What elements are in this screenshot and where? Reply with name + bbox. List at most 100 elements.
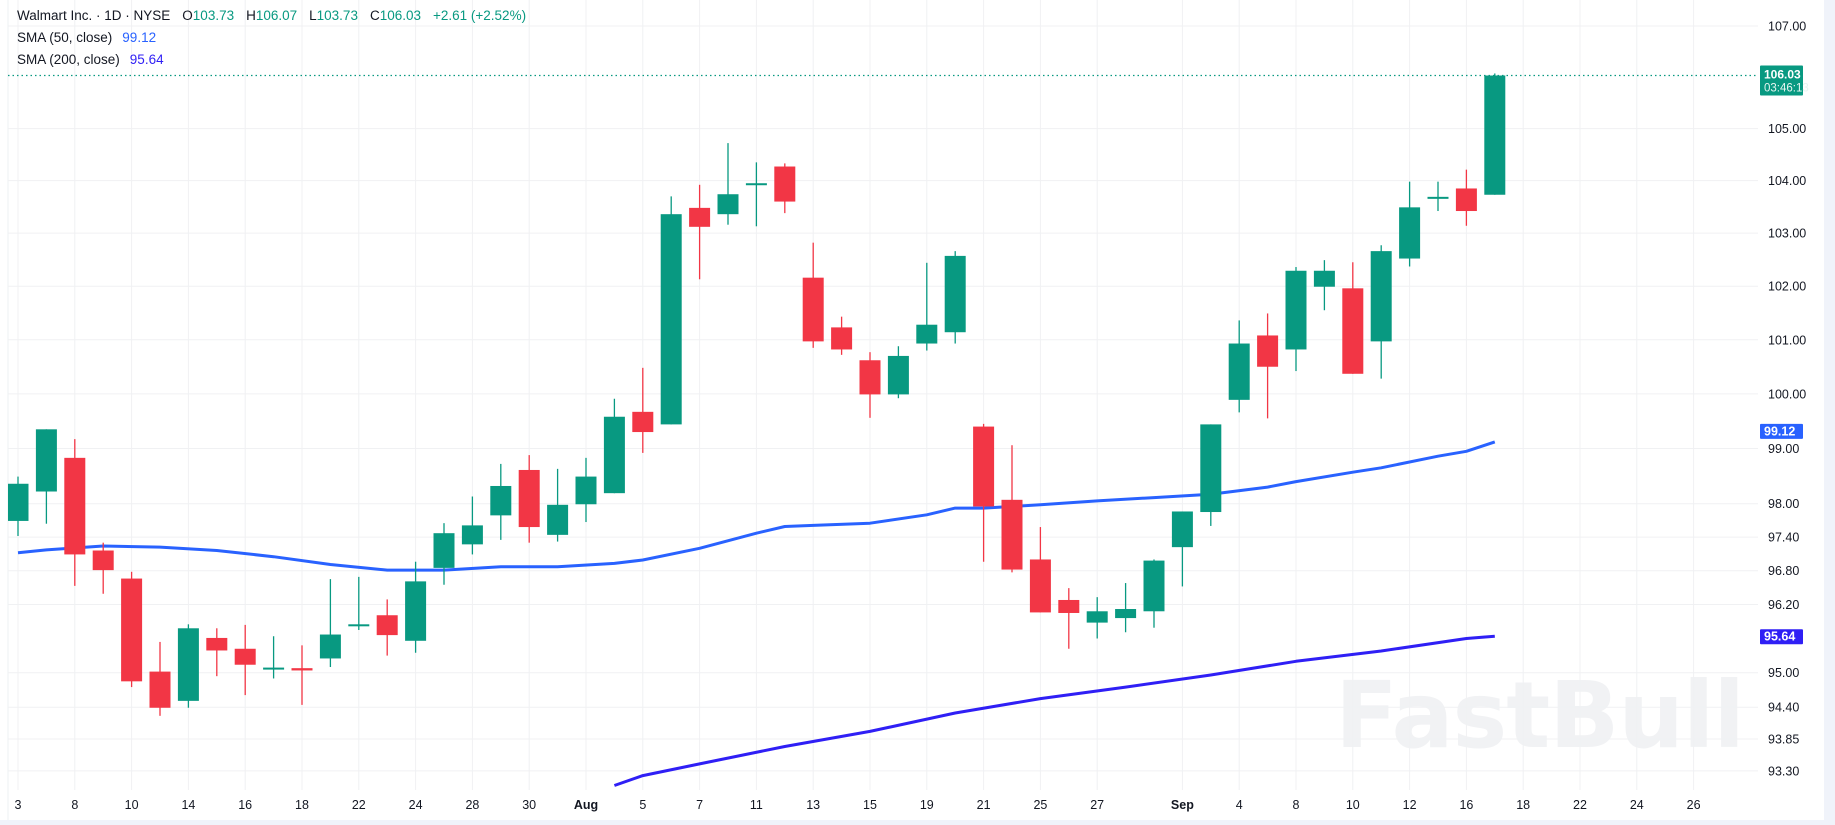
candle-body <box>348 624 370 627</box>
candle-body <box>92 550 114 571</box>
candle-jul-31 <box>547 468 569 542</box>
candle-body <box>177 628 199 701</box>
candle-sep-2 <box>1171 511 1193 587</box>
open-value: 103.73 <box>192 8 235 23</box>
x-tick-label: 11 <box>750 798 763 812</box>
candle-aug-21 <box>973 423 995 562</box>
candle-body <box>1086 611 1108 623</box>
candle-jul-10 <box>121 571 143 688</box>
candle-jul-18 <box>291 645 313 705</box>
candle-jul-30 <box>518 455 540 543</box>
candle-aug-14 <box>831 316 853 355</box>
candle-body <box>149 671 171 708</box>
x-tick-label: 8 <box>1293 798 1300 812</box>
x-tick-label: 10 <box>1346 798 1360 812</box>
candle-body <box>490 485 512 516</box>
candle-jul-15 <box>206 628 228 677</box>
y-tick-label: 94.40 <box>1768 701 1799 715</box>
x-tick-label: 8 <box>71 798 78 812</box>
x-tick-label: 27 <box>1090 798 1104 812</box>
x-tick-label: 3 <box>15 798 22 812</box>
sma50-label: SMA (50, close) <box>17 30 113 45</box>
candle-jul-25 <box>433 523 455 585</box>
time-axis[interactable]: 3 8 10 14 16 18 22 24 28 30 Aug 5 7 11 13 15 19 21 25 27 Sep… <box>15 798 1701 812</box>
x-tick-label: 4 <box>1236 798 1243 812</box>
candle-jul-24 <box>405 561 427 653</box>
candle-body <box>1427 196 1449 199</box>
candle-body <box>376 615 398 636</box>
candle-jul-22 <box>348 576 370 630</box>
candle-body <box>1370 251 1392 342</box>
x-tick-label: 16 <box>1459 798 1473 812</box>
y-tick-label: 93.30 <box>1768 764 1799 778</box>
candle-body <box>64 457 86 555</box>
candle-sep-5 <box>1257 313 1279 419</box>
candle-sep-11 <box>1370 245 1392 379</box>
candle-body <box>632 411 654 433</box>
candle-aug-25 <box>1029 527 1051 613</box>
sma50-legend[interactable]: SMA (50, close) 99.12 <box>17 27 526 49</box>
candle-aug-28 <box>1115 583 1137 633</box>
candle-jul-8 <box>64 439 86 586</box>
candle-body <box>1029 559 1051 613</box>
candle-jul-17 <box>263 636 285 679</box>
x-tick-label: 26 <box>1687 798 1701 812</box>
candle-body <box>547 504 569 535</box>
last-price-tag <box>1760 65 1803 96</box>
candle-body <box>1058 599 1080 613</box>
x-tick-label: 30 <box>522 798 536 812</box>
candle-sep-10 <box>1342 262 1364 374</box>
candle-body <box>944 255 966 333</box>
sma50-tag-text: 99.12 <box>1764 424 1795 438</box>
candle-sep-3 <box>1200 424 1222 526</box>
candle-jul-21 <box>319 579 341 668</box>
candle-body <box>717 194 739 215</box>
close-value: 106.03 <box>379 8 421 23</box>
countdown-text: 03:46:13 <box>1764 83 1809 95</box>
candle-body <box>887 355 909 395</box>
price-axis[interactable]: 107.00 105.00 104.00 103.00 102.00 101.00 100.… <box>1768 20 1806 779</box>
x-tick-label: 24 <box>409 798 423 812</box>
sma200-legend[interactable]: SMA (200, close) 95.64 <box>17 49 526 71</box>
sma200-tag-text: 95.64 <box>1764 630 1795 644</box>
candle-aug-13 <box>802 242 824 348</box>
y-tick-label: 101.00 <box>1768 333 1806 347</box>
x-tick-label: 12 <box>1403 798 1417 812</box>
candle-body <box>1115 609 1137 619</box>
candle-sep-15 <box>1427 181 1449 212</box>
candle-body <box>206 637 228 651</box>
candle-aug-7 <box>689 184 711 280</box>
candle-body <box>1171 511 1193 548</box>
candle-body <box>831 327 853 350</box>
x-tick-label: 16 <box>238 798 252 812</box>
chart-legend: Walmart Inc. · 1D · NYSE O103.73 H106.07… <box>17 5 526 71</box>
right-border <box>1824 0 1835 825</box>
candle-aug-4 <box>603 398 625 494</box>
candle-aug-22 <box>1001 445 1023 573</box>
candle-body <box>575 476 597 505</box>
y-tick-label: 95.00 <box>1768 666 1799 680</box>
candle-body <box>859 360 881 395</box>
y-tick-label: 102.00 <box>1768 280 1806 294</box>
candle-body <box>121 578 143 682</box>
sma50-line <box>17 440 1496 572</box>
candle-aug-27 <box>1086 597 1108 639</box>
sma50-price-tag <box>1760 423 1803 439</box>
candle-body <box>916 324 938 344</box>
high-label: H <box>246 8 256 23</box>
candle-jul-29 <box>490 463 512 540</box>
x-tick-label: 18 <box>1516 798 1530 812</box>
candle-aug-5 <box>632 367 654 453</box>
candle-aug-8 <box>717 143 739 225</box>
candle-body <box>745 183 767 186</box>
plot-area <box>8 73 1758 787</box>
x-tick-label: Sep <box>1171 798 1194 812</box>
symbol-title[interactable]: Walmart Inc. · 1D · NYSE <box>17 8 171 23</box>
close-label: C <box>369 8 380 23</box>
x-tick-label: Aug <box>574 798 598 812</box>
candle-sep-8 <box>1285 267 1307 372</box>
candle-body <box>263 667 285 670</box>
